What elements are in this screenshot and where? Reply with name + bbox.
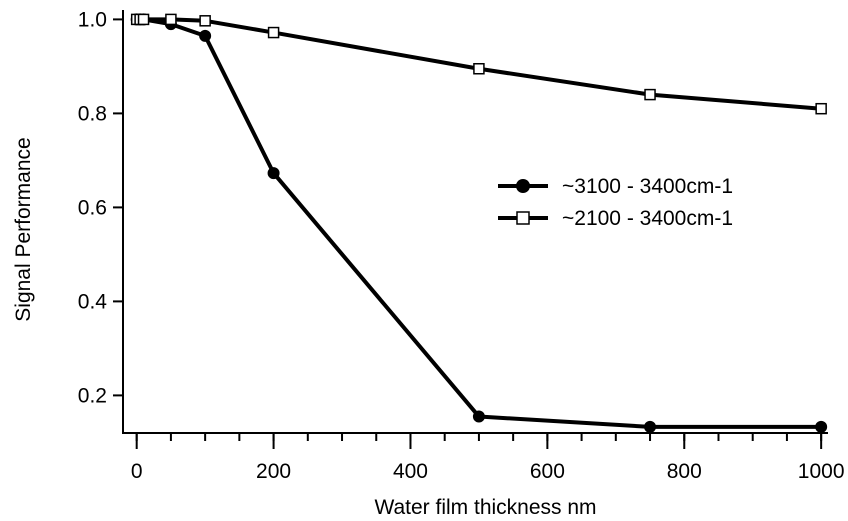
data-point — [644, 88, 656, 101]
data-point — [267, 167, 280, 180]
y-tick-label: 0.6 — [78, 196, 107, 219]
legend-item-2: ~2100 - 3400cm-1 — [498, 207, 733, 230]
legend-label: ~3100 - 3400cm-1 — [562, 175, 733, 198]
x-tick-label: 1000 — [798, 460, 845, 483]
data-point — [473, 63, 485, 75]
data-point — [165, 13, 177, 26]
data-point — [815, 102, 827, 115]
data-point — [472, 410, 485, 423]
data-point — [137, 13, 150, 26]
axes: 0.2 0.4 0.6 0.8 1.0 0 200 400 600 800 1000 — [78, 8, 845, 483]
legend: ~3100 - 3400cm-1 ~2100 - 3400cm-1 — [498, 175, 733, 230]
x-tick-label: 800 — [667, 460, 702, 483]
y-tick-label: 1.0 — [78, 8, 107, 31]
series-2 — [130, 13, 827, 115]
x-tick-label: 600 — [530, 460, 565, 483]
data-point — [199, 15, 211, 27]
y-tick-label: 0.4 — [78, 290, 108, 313]
x-tick-label: 400 — [393, 460, 428, 483]
x-tick-label: 0 — [131, 460, 143, 483]
data-point — [267, 26, 280, 39]
x-axis-title: Water film thickness nm — [374, 496, 596, 519]
data-point — [815, 420, 828, 433]
legend-marker — [516, 179, 530, 193]
y-tick-label: 0.8 — [78, 102, 107, 125]
y-tick-label: 0.2 — [78, 384, 107, 407]
x-tick-label: 200 — [256, 460, 291, 483]
y-axis-title: Signal Performance — [12, 137, 35, 321]
series-layer — [130, 13, 828, 433]
legend-item-1: ~3100 - 3400cm-1 — [498, 175, 733, 198]
data-point — [644, 420, 657, 433]
data-point — [199, 29, 212, 42]
legend-label: ~2100 - 3400cm-1 — [562, 207, 733, 230]
legend-marker — [516, 211, 530, 225]
